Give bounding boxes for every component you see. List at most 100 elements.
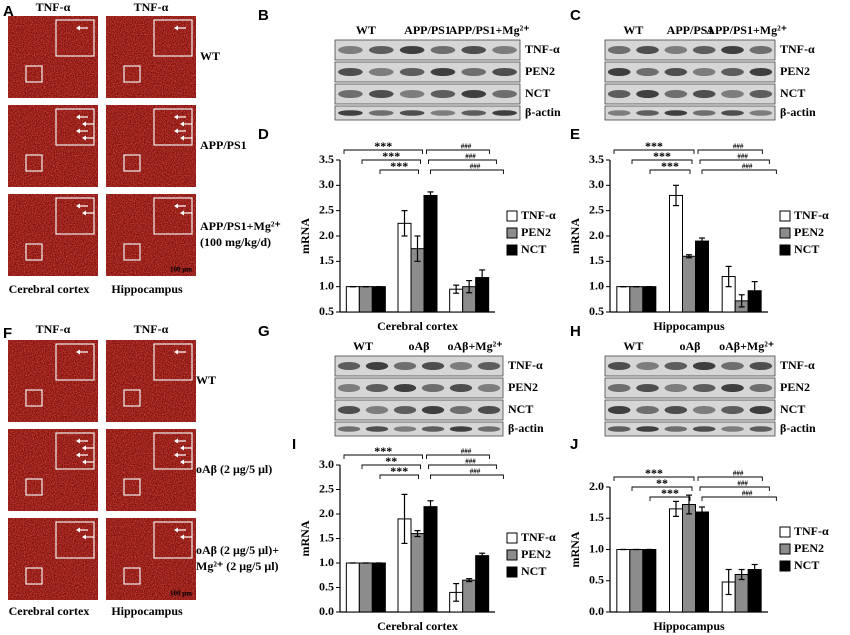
micrograph-texture bbox=[8, 105, 98, 187]
blot-strip bbox=[334, 421, 504, 437]
legend-swatch bbox=[506, 549, 518, 561]
blot-band bbox=[393, 426, 417, 432]
legend-label: TNF-α bbox=[521, 530, 556, 544]
blot-row-label: PEN2 bbox=[508, 380, 538, 394]
legend-swatch bbox=[506, 210, 518, 222]
bar bbox=[695, 240, 709, 313]
blot-band bbox=[607, 110, 631, 116]
inset-box bbox=[55, 521, 95, 559]
blot-band bbox=[721, 110, 744, 116]
roi-box bbox=[123, 567, 141, 585]
bar bbox=[345, 562, 360, 613]
bar bbox=[642, 549, 657, 613]
legend-label: NCT bbox=[794, 558, 819, 572]
significance-bracket bbox=[361, 159, 421, 164]
y-tick-label: 2.0 bbox=[589, 228, 604, 242]
blot-strip bbox=[334, 105, 521, 121]
column-footer: Hippocampus bbox=[111, 604, 183, 618]
inset-box bbox=[153, 108, 193, 146]
lane-group-label: oAβ bbox=[680, 339, 701, 353]
panel-letter: B bbox=[258, 7, 269, 24]
lane-group-label: WT bbox=[623, 339, 643, 353]
blot-band bbox=[721, 90, 744, 98]
significance-bracket bbox=[649, 169, 691, 174]
error-bar bbox=[414, 530, 421, 538]
blot-band bbox=[421, 406, 445, 414]
blot-strip bbox=[604, 377, 776, 399]
blot-band bbox=[399, 110, 425, 116]
inset-box bbox=[55, 19, 95, 57]
column-header: TNF-α bbox=[134, 0, 169, 14]
legend-label: TNF-α bbox=[794, 208, 829, 222]
inset-box bbox=[153, 521, 193, 559]
significance-label: *** bbox=[374, 444, 392, 458]
blot-strip bbox=[604, 83, 776, 105]
lane-group-label: APP/PS1 bbox=[404, 23, 451, 37]
blot-band bbox=[607, 68, 631, 76]
roi-box bbox=[25, 478, 43, 496]
blot-band bbox=[692, 110, 716, 116]
blot-band bbox=[365, 406, 389, 414]
blot-row-label: NCT bbox=[780, 402, 805, 416]
row-label: WT bbox=[200, 49, 220, 63]
blot-band bbox=[607, 384, 631, 392]
arrow-head bbox=[76, 438, 80, 444]
arrow-head bbox=[76, 114, 80, 120]
micrograph-texture bbox=[106, 518, 196, 600]
significance-bracket bbox=[649, 496, 691, 501]
error-bar bbox=[453, 284, 460, 294]
blot-row-label: NCT bbox=[780, 86, 805, 100]
blot-band bbox=[492, 90, 517, 98]
blot-band bbox=[607, 426, 631, 432]
y-tick-label: 0.0 bbox=[589, 604, 604, 618]
micrograph-texture bbox=[106, 16, 196, 98]
panel-letter: G bbox=[258, 323, 270, 340]
significance-label: *** bbox=[661, 486, 679, 500]
lane-group-label: oAβ+Mg²⁺ bbox=[719, 339, 774, 353]
y-tick-label: 2.0 bbox=[319, 228, 334, 242]
column-header: TNF-α bbox=[134, 322, 169, 336]
blot-row-label: TNF-α bbox=[780, 358, 815, 372]
blot-row-label: β-actin bbox=[525, 105, 561, 119]
blot-band bbox=[636, 110, 659, 116]
inset-box bbox=[55, 108, 95, 146]
legend-label: TNF-α bbox=[521, 208, 556, 222]
blot-strip bbox=[604, 105, 776, 121]
legend-label: PEN2 bbox=[794, 225, 824, 239]
y-axis-label: mRNA bbox=[568, 531, 582, 567]
blot-band bbox=[449, 406, 473, 414]
blot-band bbox=[430, 68, 456, 76]
y-tick-label: 2.5 bbox=[589, 202, 604, 216]
significance-bracket bbox=[428, 464, 497, 469]
arrow-head bbox=[174, 527, 178, 533]
significance-bracket bbox=[701, 169, 777, 174]
blot-row-label: TNF-α bbox=[780, 42, 815, 56]
blot-band bbox=[449, 362, 473, 370]
y-tick-label: 2.5 bbox=[319, 481, 334, 495]
legend-swatch bbox=[779, 526, 791, 538]
panel-letter: E bbox=[570, 126, 580, 143]
error-bar bbox=[699, 506, 705, 518]
blot-band bbox=[421, 426, 445, 432]
blot-band bbox=[368, 46, 394, 54]
bar bbox=[616, 549, 631, 613]
error-bar bbox=[453, 582, 460, 602]
legend-swatch bbox=[779, 560, 791, 572]
y-tick-label: 3.0 bbox=[589, 177, 604, 191]
legend-swatch bbox=[779, 210, 791, 222]
error-bar bbox=[751, 563, 758, 576]
legend-label: NCT bbox=[521, 242, 546, 256]
bar bbox=[423, 194, 438, 313]
panel-letter: F bbox=[3, 325, 12, 342]
arrow-head bbox=[82, 210, 86, 216]
blot-band bbox=[421, 362, 445, 370]
blot-band bbox=[721, 68, 744, 76]
micrograph-texture bbox=[106, 340, 196, 422]
blot-band bbox=[461, 46, 487, 54]
blot-band bbox=[477, 362, 501, 370]
legend-swatch bbox=[506, 566, 518, 578]
significance-label: ### bbox=[742, 490, 753, 498]
bar bbox=[358, 562, 373, 613]
arrow-head bbox=[76, 128, 80, 134]
arrow-head bbox=[76, 527, 80, 533]
